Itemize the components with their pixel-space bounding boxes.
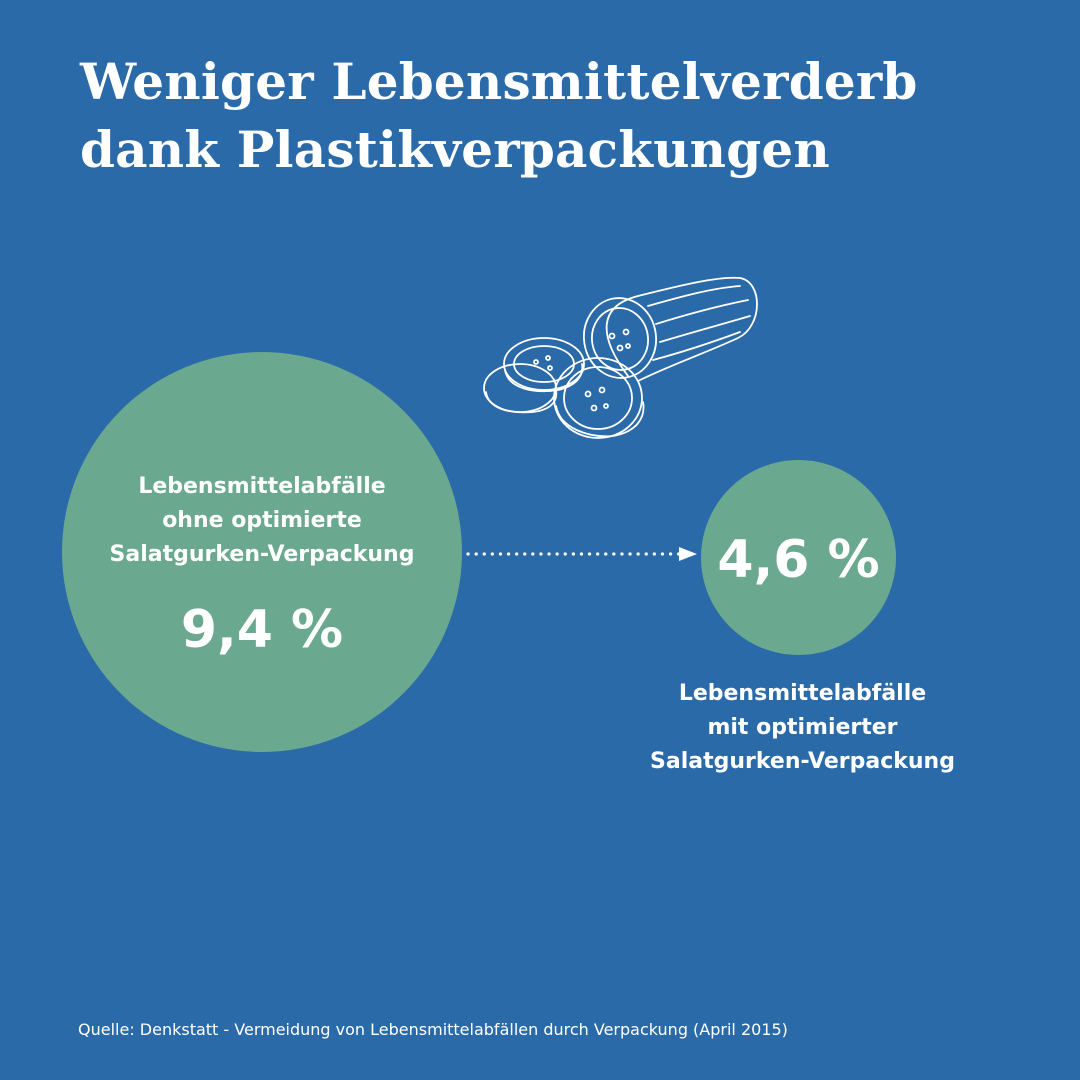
label-without-optimized-packaging: Lebensmittelabfälle ohne optimierte Sala… <box>62 470 462 572</box>
label-line: Lebensmittelabfälle <box>138 474 386 499</box>
value-with-optimized-packaging: 4,6 % <box>717 530 880 590</box>
title-line-2: dank Plastikverpackungen <box>80 120 830 179</box>
label-line: Salatgurken-Verpackung <box>109 542 415 567</box>
label-with-optimized-packaging: Lebensmittelabfälle mit optimierter Sala… <box>600 677 1005 779</box>
label-line: Salatgurken-Verpackung <box>650 749 955 774</box>
page-title: Weniger Lebensmittelverderb dank Plastik… <box>80 48 1020 184</box>
bubble-without-optimized-packaging <box>62 352 462 752</box>
cucumber-icon <box>483 276 758 439</box>
bubble-with-optimized-packaging <box>701 460 896 655</box>
label-line: ohne optimierte <box>162 508 362 533</box>
arrow-icon <box>466 547 697 561</box>
value-without-optimized-packaging: 9,4 % <box>180 600 344 660</box>
title-line-1: Weniger Lebensmittelverderb <box>80 52 918 111</box>
label-line: mit optimierter <box>707 715 898 740</box>
label-line: Lebensmittelabfälle <box>678 681 927 706</box>
source-note: Quelle: Denkstatt - Vermeidung von Leben… <box>78 1020 788 1039</box>
